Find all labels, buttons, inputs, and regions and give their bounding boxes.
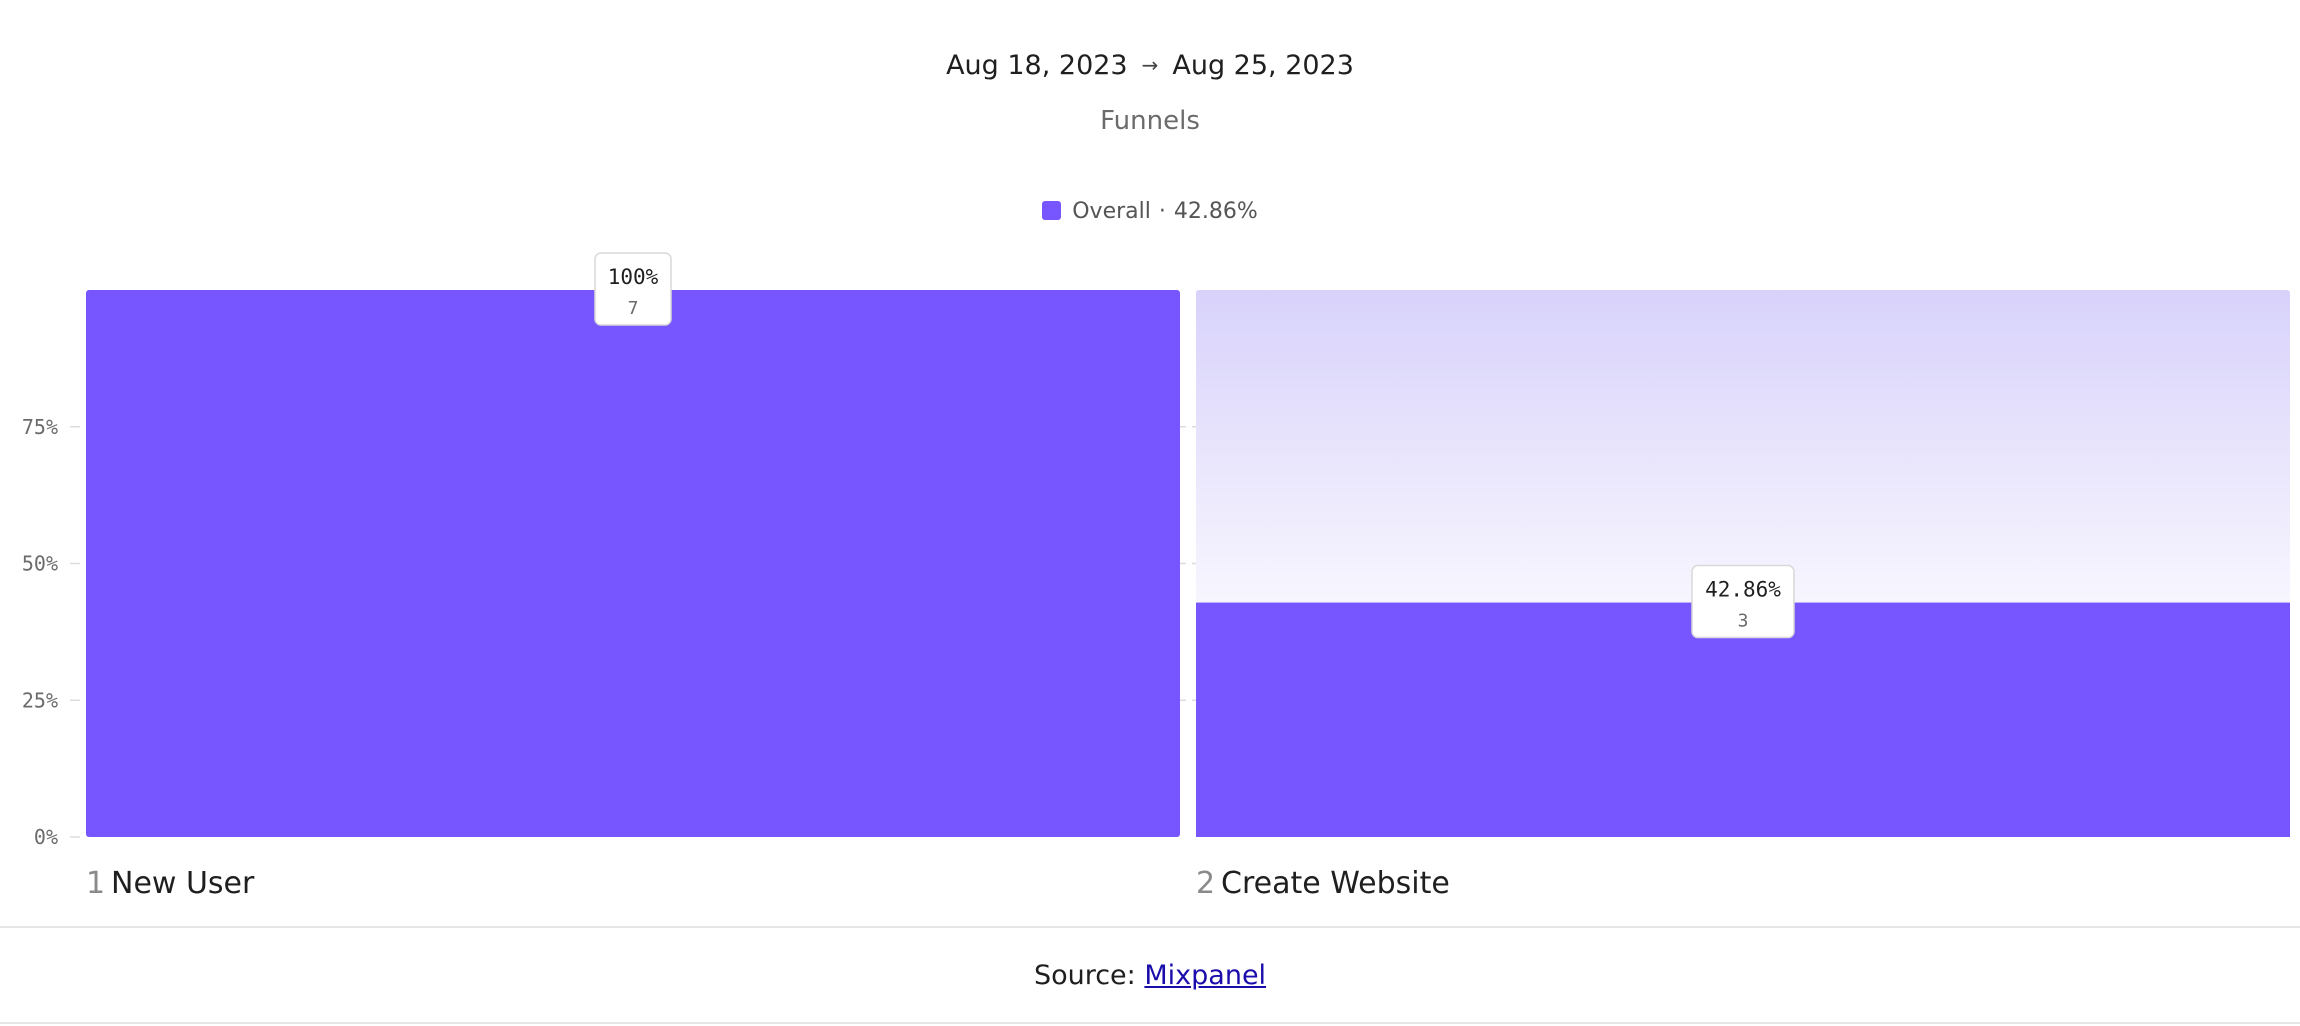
- date-end: Aug 25, 2023: [1172, 50, 1354, 81]
- legend-swatch: [1042, 201, 1062, 220]
- bar-count-label: 7: [628, 298, 639, 319]
- bubble-box: [594, 252, 672, 326]
- y-tick-label: 50%: [22, 552, 58, 576]
- y-tick-label: 0%: [34, 825, 58, 849]
- date-start: Aug 18, 2023: [946, 50, 1128, 81]
- funnel-bar[interactable]: [1196, 602, 2290, 837]
- legend-label: Overall: [1072, 199, 1151, 224]
- dropoff-area[interactable]: [1196, 290, 2290, 603]
- footer: Source: Mixpanel: [0, 926, 2300, 1024]
- funnel-bar[interactable]: [86, 290, 1180, 837]
- bar-value-bubble: 42.86% 3: [1691, 564, 1795, 639]
- report-type-label: Funnels: [1100, 106, 1200, 136]
- bar-percent-label: 42.86%: [1705, 578, 1781, 602]
- legend-value: 42.86%: [1173, 199, 1258, 224]
- step-number: 1: [86, 866, 105, 901]
- source-label: Source:: [1033, 960, 1136, 991]
- step-number: 2: [1196, 866, 1215, 901]
- chart-legend[interactable]: Overall · 42.86%: [0, 199, 2300, 224]
- step-name: New User: [111, 866, 255, 901]
- source-link[interactable]: Mixpanel: [1144, 960, 1267, 991]
- y-tick-label: 75%: [22, 415, 58, 439]
- legend-separator: ·: [1158, 199, 1166, 224]
- source-line: Source: Mixpanel: [0, 960, 2300, 991]
- bar-value-bubble: 100% 7: [594, 252, 672, 326]
- y-tick-label: 25%: [22, 688, 58, 712]
- bar-percent-label: 100%: [608, 265, 659, 289]
- step-name: Create Website: [1221, 866, 1450, 901]
- bubble-box: [1691, 564, 1795, 639]
- bar-count-label: 3: [1738, 611, 1749, 632]
- date-range: Aug 18, 2023 → Aug 25, 2023: [0, 50, 2300, 81]
- funnel-chart: 0% 25% 50% 75% 100% 7 42.86% 3 1 New User 2 Creat…: [22, 252, 2290, 901]
- arrow-right-icon: →: [1141, 53, 1159, 77]
